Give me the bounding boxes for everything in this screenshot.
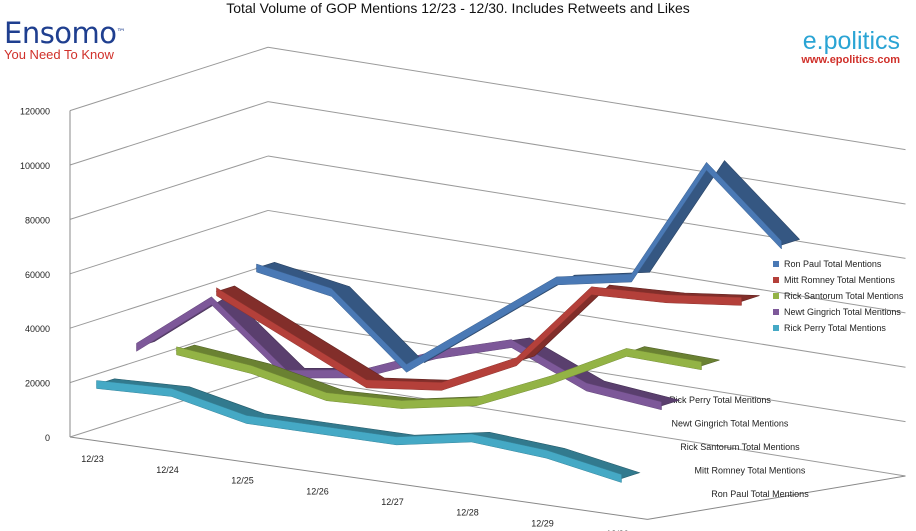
gridline-side (69, 101, 269, 166)
depth-tick-label: Mitt Romney Total Mentions (695, 466, 806, 476)
legend-label: Rick Santorum Total Mentions (784, 291, 904, 301)
y-tick-label: 40000 (25, 324, 50, 334)
gridline (267, 373, 906, 477)
legend-item: Rick Perry Total Mentions (773, 320, 903, 336)
y-tick-label: 20000 (25, 379, 50, 389)
series-line-1 (216, 286, 742, 391)
x-axis (69, 436, 648, 520)
x-tick-label: 12/24 (156, 465, 179, 475)
y-tick-label: 100000 (20, 161, 50, 171)
gridline (267, 46, 906, 151)
depth-tick-label: Ron Paul Total Mentions (711, 489, 809, 499)
gridline-side (69, 318, 269, 384)
x-tick-label: 12/23 (81, 454, 104, 464)
legend-item: Newt Gingrich Total Mentions (773, 304, 903, 320)
chart-legend: Ron Paul Total Mentions Mitt Romney Total… (773, 256, 903, 336)
legend-swatch (773, 277, 779, 283)
series-line-4 (96, 380, 622, 483)
series-line-3 (136, 296, 662, 411)
y-tick-label: 120000 (20, 107, 50, 117)
gridline (267, 209, 906, 314)
gridline (267, 264, 906, 368)
ensomo-logo: Ensomo™ You Need To Know (4, 16, 126, 62)
depth-tick-label: Newt Gingrich Total Mentions (672, 419, 789, 429)
ensomo-logo-name: Ensomo (4, 16, 117, 50)
y-tick-label: 80000 (25, 215, 50, 225)
legend-item: Ron Paul Total Mentions (773, 256, 903, 272)
legend-label: Ron Paul Total Mentions (784, 259, 882, 269)
legend-item: Mitt Romney Total Mentions (773, 272, 903, 288)
legend-swatch (773, 261, 779, 267)
epolitics-logo-name: e.politics (802, 27, 900, 55)
legend-swatch (773, 325, 779, 331)
legend-label: Mitt Romney Total Mentions (784, 275, 895, 285)
legend-swatch (773, 293, 779, 299)
epolitics-logo: e.politics www.epolitics.com (801, 28, 900, 66)
y-tick-label: 0 (45, 433, 50, 443)
chart-title: Total Volume of GOP Mentions 12/23 - 12/… (226, 0, 690, 16)
series-line-2 (176, 346, 702, 409)
gridline (267, 155, 906, 259)
epolitics-logo-url: www.epolitics.com (801, 54, 900, 66)
x-tick-label: 12/29 (531, 518, 554, 528)
legend-label: Rick Perry Total Mentions (784, 323, 886, 333)
gridline-side (69, 264, 269, 329)
ensomo-logo-tagline: You Need To Know (4, 47, 114, 62)
y-tick-label: 60000 (25, 270, 50, 280)
x-tick-label: 12/25 (231, 476, 254, 486)
gridline (267, 101, 906, 205)
depth-tick-label: Rick Santorum Total Mentions (680, 442, 800, 452)
depth-tick-label: Rick Perry Total Mentions (669, 395, 771, 405)
x-tick-label: 12/27 (381, 497, 404, 507)
legend-item: Rick Santorum Total Mentions (773, 288, 903, 304)
legend-swatch (773, 309, 779, 315)
depth-axis (647, 475, 906, 520)
gridline-side (69, 373, 269, 438)
legend-label: Newt Gingrich Total Mentions (784, 307, 901, 317)
x-tick-label: 12/28 (456, 508, 479, 518)
gridline-side (69, 155, 269, 220)
gridline-side (69, 209, 269, 275)
gridline-side (69, 46, 269, 112)
x-tick-label: 12/30 (606, 529, 629, 531)
x-tick-label: 12/26 (306, 486, 329, 496)
series-line-0 (256, 161, 782, 373)
